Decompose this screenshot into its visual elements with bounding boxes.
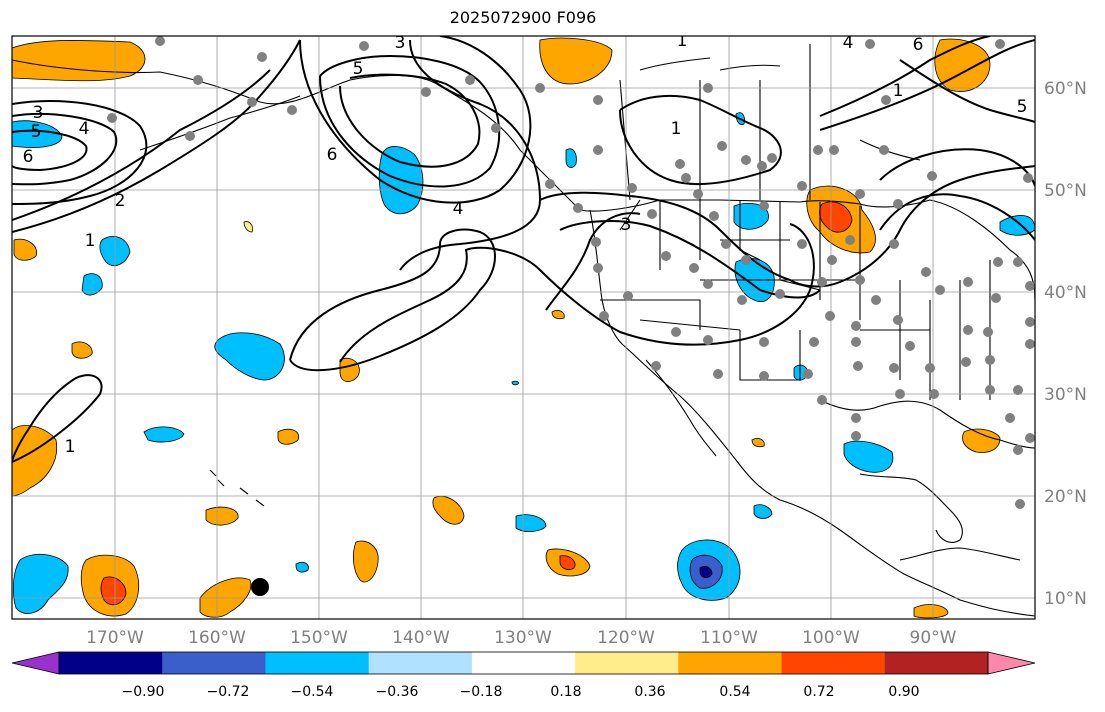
colorbar-labels: −0.90 −0.72 −0.54 −0.36 −0.18 0.18 0.36 … <box>122 684 920 700</box>
lat-tick-label: 30°N <box>1044 385 1087 405</box>
lat-lon-grid <box>12 36 1035 619</box>
lon-tick-label: 160°W <box>188 628 246 648</box>
lon-tick-label: 170°W <box>86 628 144 648</box>
contour-label: 1 <box>85 231 96 251</box>
reference-point-marker <box>251 578 269 596</box>
contour-label: 1 <box>893 81 904 101</box>
contour-label: 6 <box>23 147 34 167</box>
colorbar-label: −0.36 <box>376 684 419 700</box>
map-frame <box>11 35 1036 620</box>
lat-tick-label: 50°N <box>1044 181 1087 201</box>
colorbar-label: 0.54 <box>719 684 750 700</box>
colorbar-border <box>58 651 989 675</box>
colorbar-label: 0.72 <box>803 684 834 700</box>
contour-label: 4 <box>843 33 854 53</box>
contour-label: 5 <box>353 59 364 79</box>
lon-tick-label: 150°W <box>290 628 348 648</box>
colorbar-extend-min <box>11 651 60 675</box>
contour-label: 1 <box>677 31 688 51</box>
contour-label: 6 <box>327 145 338 165</box>
colorbar-segment <box>471 652 576 674</box>
lat-tick-label: 20°N <box>1044 487 1087 507</box>
lon-tick-label: 140°W <box>392 628 450 648</box>
latitude-labels: 60°N 50°N 40°N 30°N 20°N 10°N <box>1044 79 1087 609</box>
longitude-labels: 170°W 160°W 150°W 140°W 130°W 120°W 110°… <box>86 628 957 648</box>
colorbar-label: 0.90 <box>888 684 919 700</box>
colorbar-segment <box>781 652 886 674</box>
lon-tick-label: 110°W <box>700 628 758 648</box>
colorbar-label: −0.90 <box>122 684 165 700</box>
station-markers <box>107 36 1035 509</box>
colorbar <box>11 651 1036 675</box>
lat-tick-label: 10°N <box>1044 589 1087 609</box>
contour-label: 3 <box>33 103 44 123</box>
colorbar-segment <box>575 652 679 674</box>
colorbar-label: 0.36 <box>634 684 665 700</box>
map-title: 2025072900 F096 <box>449 8 597 27</box>
colorbar-segment <box>265 652 370 674</box>
lon-tick-label: 130°W <box>494 628 552 648</box>
contour-label-group: 3 5 4 6 2 1 3 5 6 4 3 1 1 4 6 1 5 1 <box>23 31 1028 457</box>
contour-label: 4 <box>79 119 90 139</box>
lon-tick-label: 90°W <box>910 628 957 648</box>
contour-label: 3 <box>621 215 632 235</box>
lat-tick-label: 40°N <box>1044 283 1087 303</box>
colorbar-segment <box>59 652 163 674</box>
colorbar-label: −0.18 <box>460 684 503 700</box>
positive-anomaly-areas <box>12 37 1001 619</box>
colorbar-label: 0.18 <box>550 684 581 700</box>
colorbar-label: −0.72 <box>207 684 250 700</box>
contour-label: 5 <box>1017 97 1028 117</box>
contour-label: 6 <box>913 35 924 55</box>
contour-label: 1 <box>671 119 682 139</box>
colorbar-extend-max <box>987 651 1036 675</box>
contour-label: 4 <box>453 199 464 219</box>
lat-tick-label: 60°N <box>1044 79 1087 99</box>
colorbar-label: −0.54 <box>291 684 334 700</box>
lon-tick-label: 100°W <box>802 628 860 648</box>
colorbar-segment <box>884 652 989 674</box>
colorbar-segment <box>162 652 266 674</box>
contour-lines <box>12 36 1035 463</box>
contour-label: 1 <box>65 437 76 457</box>
lon-tick-label: 120°W <box>597 628 655 648</box>
contour-label: 5 <box>31 122 42 142</box>
colorbar-segment <box>678 652 783 674</box>
colorbar-segment <box>368 652 473 674</box>
contour-label: 2 <box>115 191 126 211</box>
contour-label: 3 <box>395 33 406 53</box>
